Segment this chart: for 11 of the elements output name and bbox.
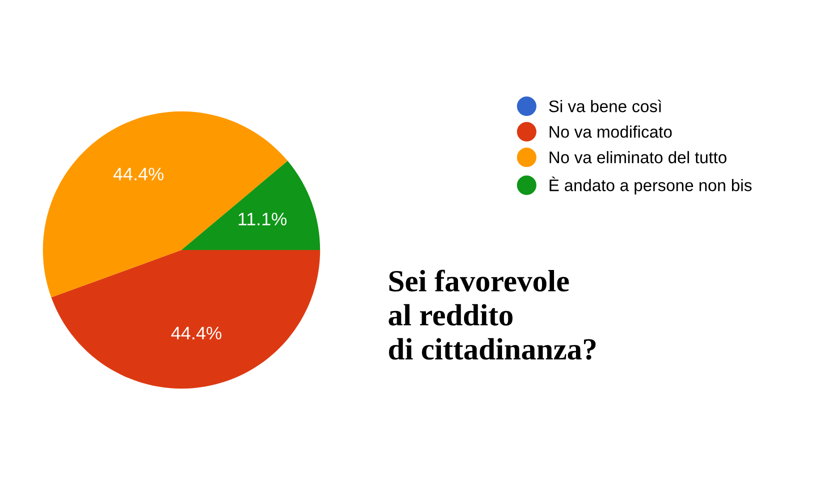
legend-label: È andato a persone non bis — [550, 176, 752, 195]
data-label: 44.4% — [113, 168, 164, 180]
pie-slice — [182, 160, 320, 250]
legend-label: No va modificato — [550, 126, 672, 138]
legend-label: Si va bene così — [549, 100, 662, 112]
data-label: 44.4% — [171, 326, 222, 340]
pie-slice — [51, 250, 320, 389]
legend-label: No va eliminato del tutto — [550, 151, 726, 164]
pie-slice — [42, 111, 288, 298]
text: Sei favorevole al reddito di cittadinanza? — [388, 270, 596, 360]
data-label: 11.1% — [238, 212, 287, 226]
